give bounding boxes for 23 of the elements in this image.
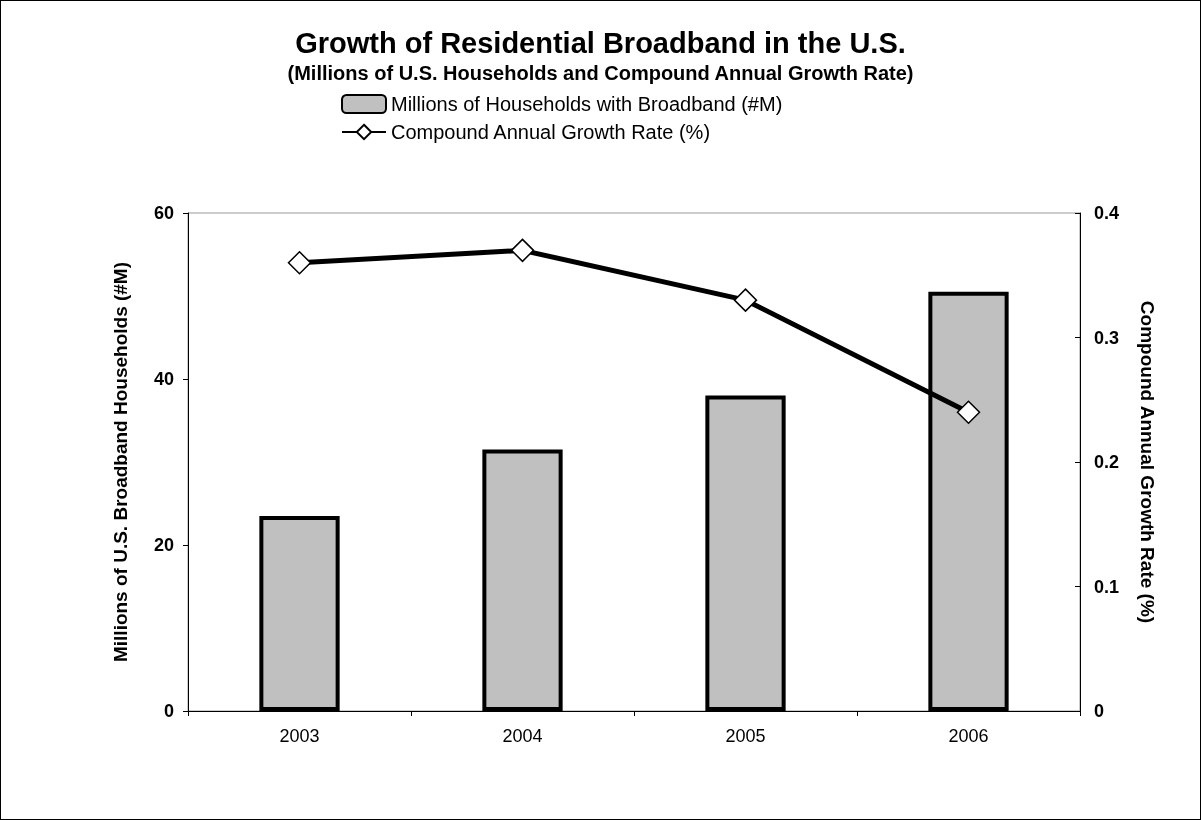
point <box>733 288 758 312</box>
chart-title: Growth of Residential Broadband in the U.S. <box>295 26 906 59</box>
legend-label: Compound Annual Growth Rate (%) <box>391 121 711 143</box>
y-axis-title: Millions of U.S. Broadband Households (#M) <box>110 261 131 663</box>
y2-tick-label: 0.4 <box>1094 203 1120 223</box>
x-tick-label: 2004 <box>502 726 543 746</box>
chart-subtitle: (Millions of U.S. Households and Compound Annual Growth Rate) <box>287 62 914 84</box>
y2-tick-label: 0.2 <box>1094 452 1120 472</box>
x-tick-label: 2003 <box>279 726 320 746</box>
y2-tick-label: 0.3 <box>1094 327 1120 348</box>
y-tick-label: 0 <box>163 701 174 721</box>
point <box>510 238 535 263</box>
y-tick-label: 40 <box>153 369 174 389</box>
y2-tick-label: 0 <box>1094 701 1105 721</box>
legend-label: Millions of Households with Broadband (#M) <box>391 93 783 115</box>
x-tick-label: 2005 <box>725 726 766 746</box>
x-tick-label: 2006 <box>948 726 989 746</box>
y2-tick-label: 0.1 <box>1094 576 1120 597</box>
point <box>956 400 981 424</box>
y-tick-label: 20 <box>153 535 174 555</box>
point <box>287 251 312 275</box>
y2-axis-title: Compound Annual Growth Rate (%) <box>1137 300 1158 624</box>
y-tick-label: 60 <box>153 203 174 223</box>
